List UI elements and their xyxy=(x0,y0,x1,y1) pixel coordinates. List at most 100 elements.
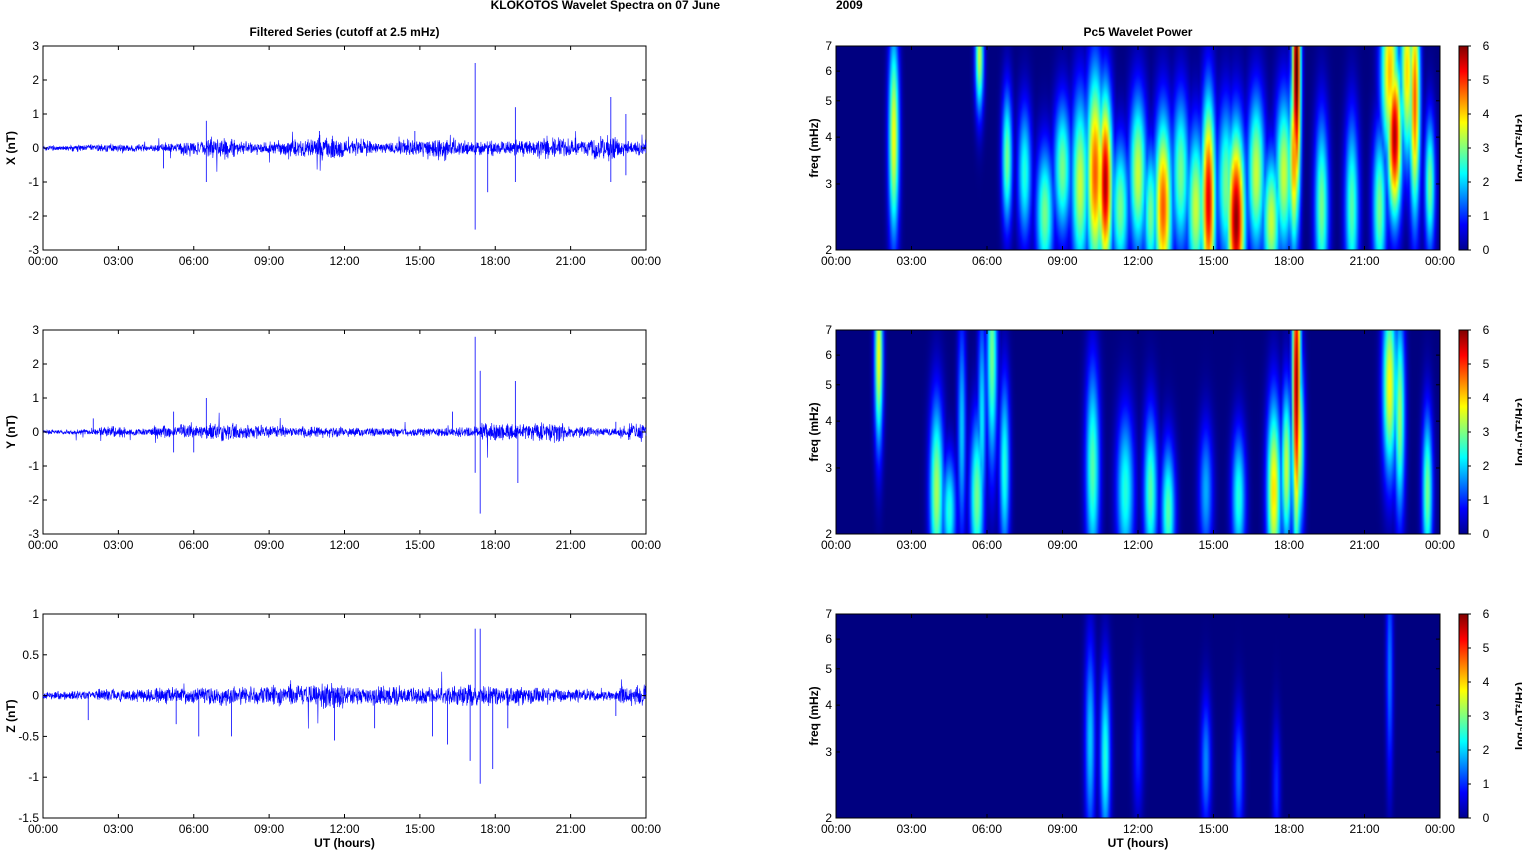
wavelet-x-xtick-label: 21:00 xyxy=(1349,254,1379,268)
figure-title-right: 2009 xyxy=(836,0,863,12)
series-z-trace xyxy=(42,671,647,729)
wavelet-y-ylabel: freq (mHz) xyxy=(807,402,821,461)
series-y-xtick-label: 03:00 xyxy=(103,538,133,552)
series-x-xtick-label: 18:00 xyxy=(480,254,510,268)
series-z-ytick-label: -1.5 xyxy=(18,811,39,825)
series-z-ytick-label: 1 xyxy=(32,607,39,621)
series-y-xtick-label: 09:00 xyxy=(254,538,284,552)
wavelet-x-colorbar-tick-label: 2 xyxy=(1483,175,1490,189)
wavelet-x-xtick-label: 00:00 xyxy=(821,254,851,268)
series-z-xtick-label: 06:00 xyxy=(179,822,209,836)
wavelet-x-xtick-label: 06:00 xyxy=(972,254,1002,268)
wavelet-y-colorbar-tick-label: 0 xyxy=(1483,527,1490,541)
wavelet-x-ylabel: freq (mHz) xyxy=(807,118,821,177)
series-x-title: Filtered Series (cutoff at 2.5 mHz) xyxy=(249,25,439,39)
series-z-xtick-label: 15:00 xyxy=(405,822,435,836)
series-z-ytick-label: 0 xyxy=(32,689,39,703)
wavelet-x-colorbar-label: log₂(nT²/Hz) xyxy=(1513,114,1522,182)
wavelet-x-ytick-label: 4 xyxy=(825,130,832,144)
series-x-xtick-label: 00:00 xyxy=(28,254,58,268)
wavelet-z-colorbar-tick-label: 3 xyxy=(1483,709,1490,723)
series-x-xtick-label: 21:00 xyxy=(556,254,586,268)
wavelet-z-heatmap xyxy=(836,614,1440,818)
wavelet-y-colorbar-tick-label: 5 xyxy=(1483,357,1490,371)
series-x-xtick-label: 12:00 xyxy=(329,254,359,268)
wavelet-x-xtick-label: 15:00 xyxy=(1198,254,1228,268)
wavelet-y-xtick-label: 06:00 xyxy=(972,538,1002,552)
wavelet-x-colorbar-tick-label: 5 xyxy=(1483,73,1490,87)
series-x-xtick-label: 00:00 xyxy=(631,254,661,268)
wavelet-z-ytick-label: 4 xyxy=(825,698,832,712)
series-x-ytick-label: -3 xyxy=(28,243,39,257)
wavelet-z-ytick-label: 7 xyxy=(825,607,832,621)
wavelet-z-xlabel: UT (hours) xyxy=(1108,836,1169,850)
series-y-xtick-label: 15:00 xyxy=(405,538,435,552)
series-x-trace xyxy=(42,131,647,172)
series-y-ytick-label: -3 xyxy=(28,527,39,541)
series-y-ytick-label: -1 xyxy=(28,459,39,473)
series-y-ytick-label: 3 xyxy=(32,323,39,337)
wavelet-z-colorbar-tick-label: 5 xyxy=(1483,641,1490,655)
wavelet-z-xtick-label: 06:00 xyxy=(972,822,1002,836)
series-z-ytick-label: -0.5 xyxy=(18,729,39,743)
wavelet-z-xtick-label: 21:00 xyxy=(1349,822,1379,836)
wavelet-y-xtick-label: 09:00 xyxy=(1047,538,1077,552)
wavelet-z-ylabel: freq (mHz) xyxy=(807,686,821,745)
wavelet-z-ytick-label: 5 xyxy=(825,662,832,676)
wavelet-z-ytick-label: 6 xyxy=(825,632,832,646)
wavelet-y-ytick-label: 3 xyxy=(825,461,832,475)
series-z-ytick-label: 0.5 xyxy=(22,648,39,662)
wavelet-x-xtick-label: 18:00 xyxy=(1274,254,1304,268)
wavelet-y-xtick-label: 21:00 xyxy=(1349,538,1379,552)
wavelet-x-xtick-label: 03:00 xyxy=(896,254,926,268)
wavelet-z-colorbar-label: log₂(nT²/Hz) xyxy=(1513,682,1522,750)
wavelet-x-heatmap xyxy=(836,46,1440,250)
wavelet-z-ytick-label: 3 xyxy=(825,745,832,759)
wavelet-y-colorbar-label: log₂(nT²/Hz) xyxy=(1513,398,1522,466)
wavelet-x-colorbar-tick-label: 4 xyxy=(1483,107,1490,121)
series-x-ytick-label: -2 xyxy=(28,209,39,223)
series-z-plot-area xyxy=(42,613,647,819)
wavelet-z-xtick-label: 12:00 xyxy=(1123,822,1153,836)
series-x-xtick-label: 03:00 xyxy=(103,254,133,268)
series-x-ylabel: X (nT) xyxy=(4,131,18,165)
series-y-trace xyxy=(42,412,647,458)
series-x-xtick-label: 09:00 xyxy=(254,254,284,268)
wavelet-y-ytick-label: 7 xyxy=(825,323,832,337)
wavelet-z-xtick-label: 18:00 xyxy=(1274,822,1304,836)
wavelet-y-ytick-label: 6 xyxy=(825,348,832,362)
series-z-xtick-label: 03:00 xyxy=(103,822,133,836)
series-x-ytick-label: 1 xyxy=(32,107,39,121)
series-x-xtick-label: 06:00 xyxy=(179,254,209,268)
wavelet-x-colorbar-tick-label: 1 xyxy=(1483,209,1490,223)
series-y-xtick-label: 00:00 xyxy=(631,538,661,552)
wavelet-x-ytick-label: 2 xyxy=(825,243,832,257)
wavelet-x-colorbar-tick-label: 3 xyxy=(1483,141,1490,155)
wavelet-y-xtick-label: 00:00 xyxy=(821,538,851,552)
series-y-xtick-label: 21:00 xyxy=(556,538,586,552)
wavelet-x-ytick-label: 7 xyxy=(825,39,832,53)
series-x-ytick-label: -1 xyxy=(28,175,39,189)
series-z-xtick-label: 00:00 xyxy=(28,822,58,836)
series-z-xtick-label: 00:00 xyxy=(631,822,661,836)
wavelet-y-heatmap xyxy=(836,330,1440,534)
wavelet-x-title: Pc5 Wavelet Power xyxy=(1084,25,1193,39)
wavelet-z-xtick-label: 00:00 xyxy=(821,822,851,836)
wavelet-y-xtick-label: 03:00 xyxy=(896,538,926,552)
series-z-xtick-label: 21:00 xyxy=(556,822,586,836)
series-y-ytick-label: -2 xyxy=(28,493,39,507)
series-y-ytick-label: 2 xyxy=(32,357,39,371)
wavelet-x-xtick-label: 00:00 xyxy=(1425,254,1455,268)
series-z-ylabel: Z (nT) xyxy=(4,699,18,732)
series-y-ytick-label: 1 xyxy=(32,391,39,405)
wavelet-z-colorbar-tick-label: 0 xyxy=(1483,811,1490,825)
wavelet-y-colorbar-tick-label: 3 xyxy=(1483,425,1490,439)
wavelet-y-xtick-label: 18:00 xyxy=(1274,538,1304,552)
series-y-ytick-label: 0 xyxy=(32,425,39,439)
wavelet-y-xtick-label: 12:00 xyxy=(1123,538,1153,552)
figure-title-left: KLOKOTOS Wavelet Spectra on 07 June xyxy=(491,0,721,12)
wavelet-x-ytick-label: 3 xyxy=(825,177,832,191)
wavelet-z-xtick-label: 00:00 xyxy=(1425,822,1455,836)
wavelet-z-colorbar-tick-label: 2 xyxy=(1483,743,1490,757)
